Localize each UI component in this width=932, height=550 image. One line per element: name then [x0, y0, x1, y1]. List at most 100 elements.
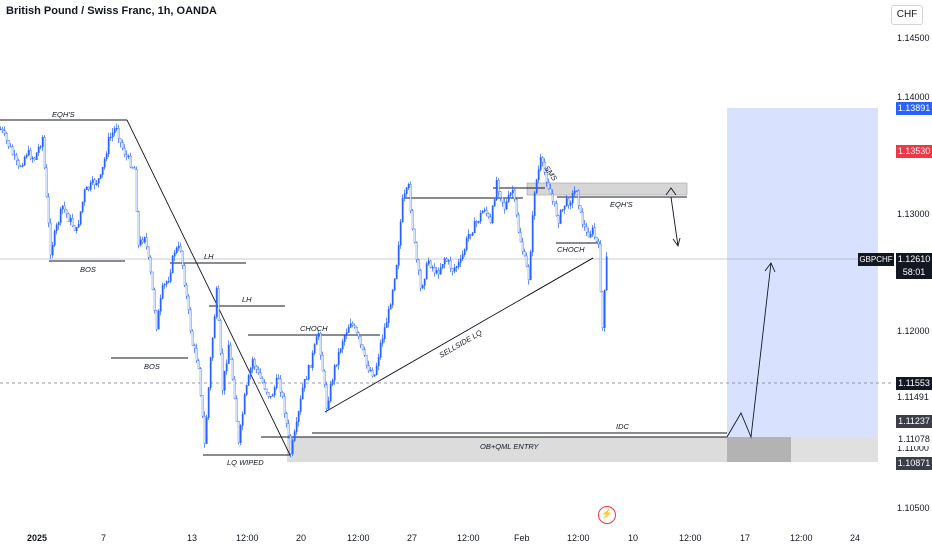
candle-body — [537, 169, 540, 181]
time-tick: 2025 — [27, 533, 47, 543]
candle-body — [243, 394, 246, 415]
candle-body — [33, 157, 36, 160]
price-axis[interactable]: 1.14500 1.14000 1.13000 1.12000 1.11491 … — [897, 33, 930, 513]
candle-body — [471, 232, 474, 236]
trend-line-down[interactable] — [126, 119, 291, 456]
candle-body — [505, 201, 508, 210]
candle-body — [159, 297, 162, 312]
candle-body — [109, 136, 112, 139]
candle-body — [351, 323, 354, 326]
candle-body — [137, 211, 140, 246]
candle-body — [467, 233, 470, 239]
time-tick: 12:00 — [457, 533, 480, 543]
drop-arrowhead — [672, 237, 681, 248]
candle-body — [445, 258, 448, 262]
candle-body — [465, 238, 468, 250]
candle-body — [463, 249, 466, 255]
time-axis[interactable]: 2025 7 13 12:00 20 12:00 27 12:00 Feb 12… — [27, 533, 860, 543]
candle-body — [161, 284, 164, 299]
time-tick: 12:00 — [347, 533, 370, 543]
candle-body — [225, 363, 228, 372]
candle-body — [583, 224, 586, 228]
candle-body — [181, 250, 184, 266]
candle-body — [549, 188, 552, 195]
candle-body — [307, 365, 310, 380]
candle-body — [283, 396, 286, 414]
label-bos-2: BOS — [144, 362, 160, 371]
candle-body — [235, 398, 238, 422]
candle-body — [361, 344, 364, 350]
label-lq-wiped: LQ WIPED — [227, 458, 264, 467]
price-tick: 1.14000 — [897, 92, 930, 102]
candle-body — [451, 268, 454, 272]
candle-body — [513, 189, 516, 200]
candle-body — [381, 338, 384, 344]
candle-body — [195, 348, 198, 361]
candle-body — [61, 205, 64, 210]
candle-body — [387, 308, 390, 323]
ob-qml-entry-zone[interactable] — [287, 437, 791, 462]
price-tag-stop: 1.10871 — [896, 457, 932, 470]
candle-body — [187, 295, 190, 311]
candle-body — [81, 201, 84, 212]
candle-body — [23, 156, 26, 166]
candle-body — [11, 146, 14, 155]
candle-body — [447, 260, 450, 262]
candle-body — [241, 413, 244, 426]
candle-body — [579, 205, 582, 213]
candle-body — [259, 372, 262, 379]
candle-body — [473, 221, 476, 234]
candle-body — [171, 255, 174, 273]
symbol-tag: GBPCHF — [858, 253, 894, 266]
candle-body — [469, 233, 472, 236]
long-position-target-zone[interactable] — [727, 108, 878, 437]
candle-body — [223, 370, 226, 391]
candle-body — [3, 130, 6, 134]
lightning-icon[interactable]: ⚡ — [598, 506, 616, 524]
candle-body — [135, 168, 138, 212]
drop-arrow[interactable] — [670, 196, 679, 247]
candle-body — [207, 387, 210, 418]
label-ob-qml-entry: OB+QML ENTRY — [480, 442, 540, 451]
countdown-tag: 58:01 — [896, 266, 932, 279]
candle-body — [591, 227, 594, 235]
candle-body — [557, 215, 560, 224]
candle-body — [399, 221, 402, 246]
candle-body — [413, 228, 416, 243]
swing-marker — [665, 187, 677, 196]
time-tick: 27 — [407, 533, 417, 543]
candle-body — [273, 387, 276, 396]
candle-body — [441, 264, 444, 268]
candle-body — [155, 310, 158, 330]
candle-body — [37, 146, 40, 153]
candle-body — [303, 378, 306, 389]
candle-body — [41, 137, 44, 147]
candle-body — [517, 214, 520, 233]
candle-body — [499, 191, 502, 199]
candle-body — [391, 290, 394, 305]
candle-body — [521, 241, 524, 252]
candle-body — [597, 241, 600, 245]
price-tick: 1.12000 — [897, 326, 930, 336]
candle-body — [393, 278, 396, 291]
candle-body — [297, 411, 300, 423]
candle-body — [419, 270, 422, 289]
candle-body — [263, 382, 266, 390]
projection-path[interactable] — [726, 262, 772, 439]
candle-body — [525, 255, 528, 267]
candle-body — [527, 266, 530, 281]
candle-body — [5, 133, 8, 141]
candle-body — [131, 167, 134, 169]
candle-body — [21, 164, 24, 167]
candle-body — [599, 243, 602, 293]
candle-body — [285, 413, 288, 424]
currency-button[interactable]: CHF — [891, 5, 923, 25]
candle-body — [1, 128, 4, 132]
candle-body — [453, 267, 456, 272]
time-tick: 12:00 — [567, 533, 590, 543]
candle-body — [341, 341, 344, 350]
eqh-supply-zone[interactable] — [526, 182, 688, 196]
candle-body — [45, 167, 48, 198]
label-lh-1: LH — [204, 252, 214, 261]
